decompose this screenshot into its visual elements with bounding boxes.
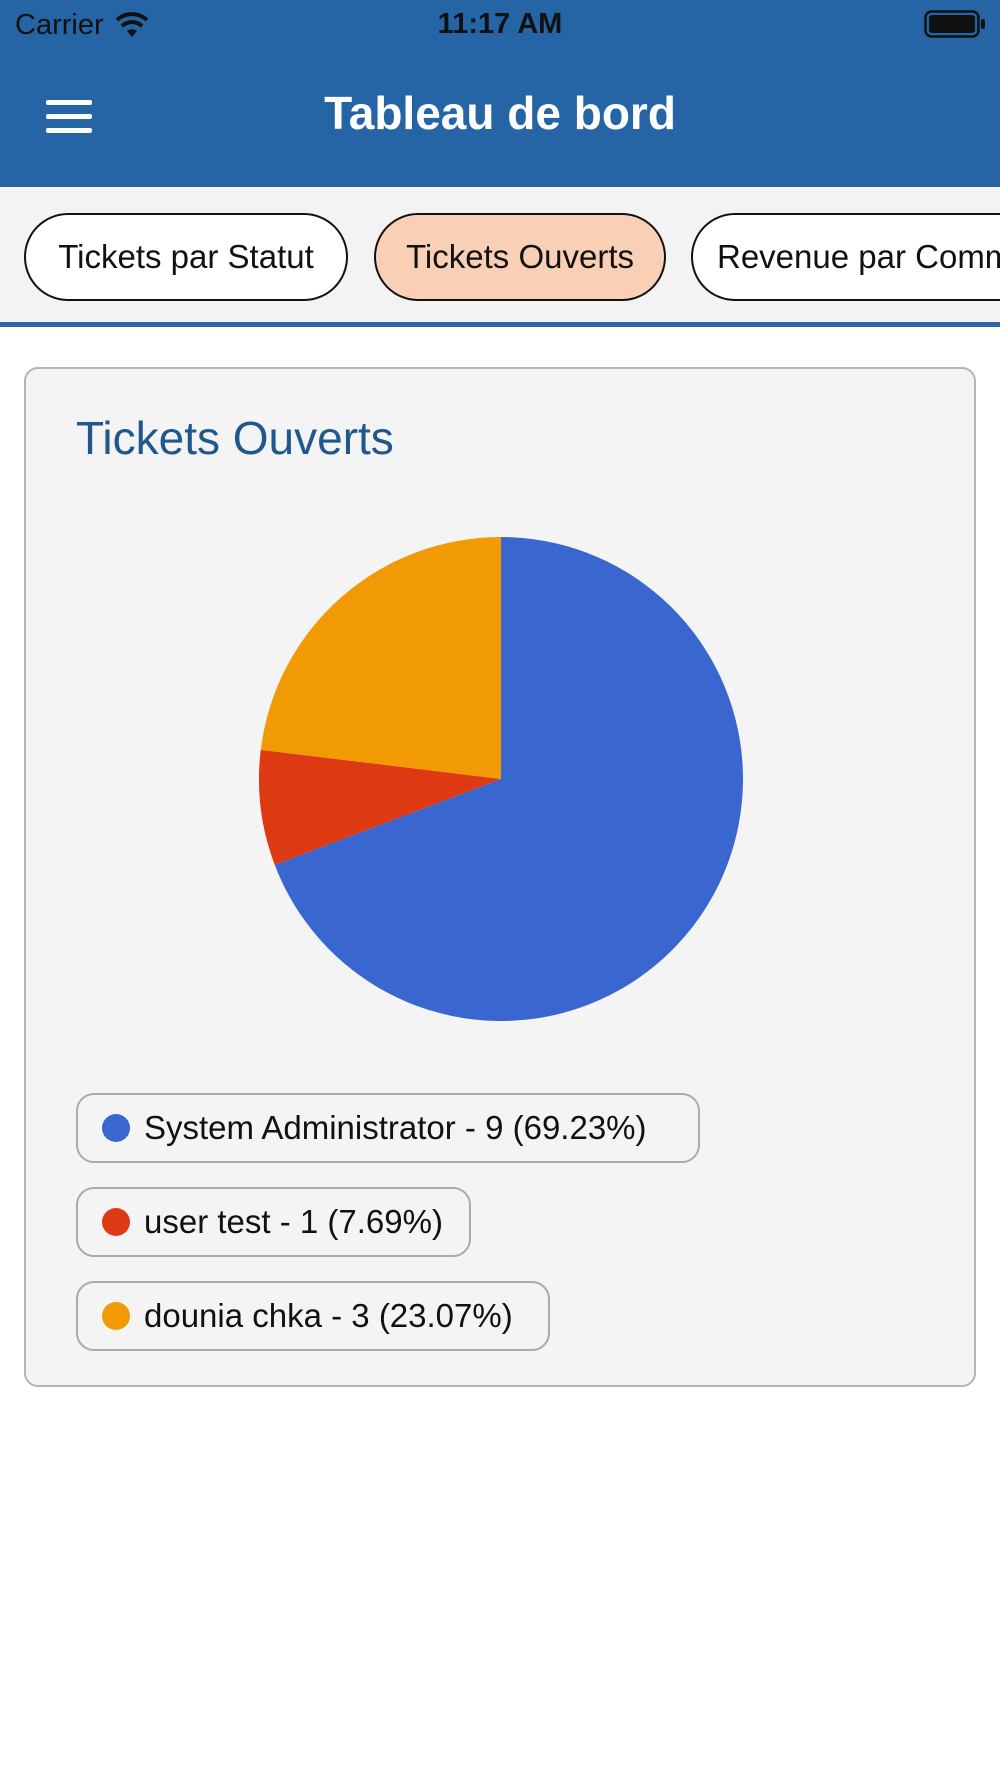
legend-dot bbox=[102, 1114, 130, 1142]
carrier-label: Carrier bbox=[15, 8, 104, 41]
pie-slice-system-administrator bbox=[274, 537, 743, 1021]
app-header: Tableau de bord bbox=[0, 60, 1000, 170]
legend-item-system-administrator: System Administrator - 9 (69.23%) bbox=[76, 1093, 700, 1163]
menu-button[interactable] bbox=[38, 92, 102, 144]
pie-chart bbox=[258, 537, 743, 1021]
wifi-icon bbox=[115, 12, 148, 37]
legend-label: System Administrator - 9 (69.23%) bbox=[144, 1109, 647, 1146]
legend-label: user test - 1 (7.69%) bbox=[144, 1203, 443, 1240]
tab-tickets-par-statut[interactable]: Tickets par Statut bbox=[24, 213, 348, 301]
legend-label: dounia chka - 3 (23.07%) bbox=[144, 1297, 513, 1334]
tab-revenue-par-commercial[interactable]: Revenue par Commercial bbox=[691, 213, 1000, 301]
top-bar: Carrier 11:17 AM Tableau de bord bbox=[0, 0, 1000, 187]
tab-tickets-ouverts[interactable]: Tickets Ouverts bbox=[374, 213, 666, 301]
battery-icon bbox=[924, 10, 985, 38]
legend-dot bbox=[102, 1302, 130, 1330]
status-bar: Carrier 11:17 AM bbox=[0, 0, 1000, 50]
pie-slice-user-test bbox=[258, 749, 501, 865]
pie-slice-dounia-chka bbox=[260, 537, 501, 779]
card-title: Tickets Ouverts bbox=[76, 412, 394, 464]
page-title: Tableau de bord bbox=[324, 87, 676, 139]
legend-dot bbox=[102, 1208, 130, 1236]
status-time: 11:17 AM bbox=[437, 8, 563, 40]
chart-tabs: Tickets par Statut Tickets Ouverts Reven… bbox=[0, 187, 1000, 327]
chart-card: Tickets Ouverts System Administrator - 9… bbox=[24, 367, 976, 1387]
tabs-underline bbox=[0, 322, 1000, 327]
carrier-group: Carrier bbox=[15, 8, 150, 42]
legend-item-dounia-chka: dounia chka - 3 (23.07%) bbox=[76, 1281, 550, 1351]
legend-item-user-test: user test - 1 (7.69%) bbox=[76, 1187, 471, 1257]
